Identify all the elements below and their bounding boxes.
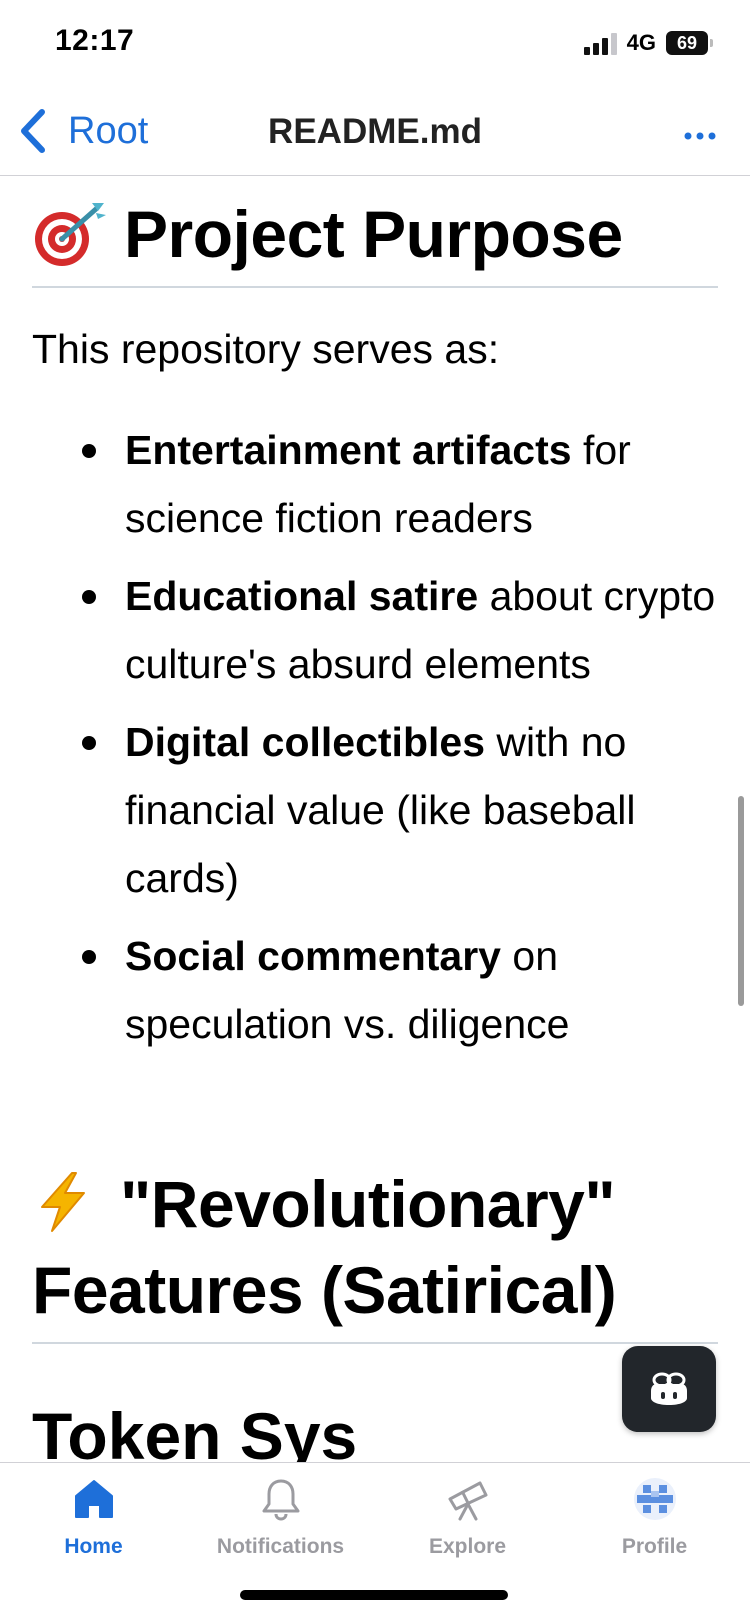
status-indicators: 4G 69 xyxy=(583,30,713,56)
battery-level: 69 xyxy=(676,32,698,53)
heading-divider xyxy=(32,1342,718,1344)
list-item: Social commentary on speculation vs. dil… xyxy=(0,922,750,1058)
list-item-bold: Entertainment artifacts xyxy=(125,427,572,473)
ellipsis-icon xyxy=(684,132,716,140)
status-time: 12:17 xyxy=(55,24,135,57)
list-item: Digital collectibles with no financial v… xyxy=(0,708,750,912)
bell-icon xyxy=(262,1479,299,1521)
purpose-list: Entertainment artifacts for science fict… xyxy=(0,416,750,1068)
list-item-bold: Social commentary xyxy=(125,933,501,979)
status-bar: 12:17 4G 69 xyxy=(0,0,750,90)
lightning-emoji-icon xyxy=(41,1172,85,1232)
home-indicator xyxy=(240,1590,508,1600)
target-emoji-icon xyxy=(35,203,106,266)
list-item-text: about crypto culture's absurd elements xyxy=(125,573,716,687)
section-heading-project-purpose: Project Purpose xyxy=(32,196,623,272)
tab-label: Home xyxy=(64,1535,123,1558)
list-item-text: for science fiction readers xyxy=(125,427,631,541)
signal-icon xyxy=(583,31,617,55)
readme-content[interactable]: Project Purpose This repository serves a… xyxy=(0,176,750,1462)
scrollbar[interactable] xyxy=(738,796,744,1006)
list-item-text: on speculation vs. diligence xyxy=(125,933,570,1047)
more-options-button[interactable] xyxy=(680,116,720,156)
list-item: Entertainment artifacts for science fict… xyxy=(0,416,750,552)
section-title-line1: "Revolutionary" xyxy=(120,1167,616,1241)
list-item: Educational satire about crypto culture'… xyxy=(0,562,750,698)
page-title: README.md xyxy=(268,112,482,151)
list-item-bold: Digital collectibles xyxy=(125,719,485,765)
back-label: Root xyxy=(68,109,149,152)
intro-paragraph: This repository serves as: xyxy=(32,326,500,372)
tab-notifications[interactable]: Notifications xyxy=(187,1477,374,1559)
copilot-button[interactable] xyxy=(622,1346,716,1432)
tab-label: Explore xyxy=(428,1535,507,1558)
tab-home[interactable]: Home xyxy=(0,1477,187,1559)
tab-label: Notifications xyxy=(216,1535,345,1558)
tab-explore[interactable]: Explore xyxy=(374,1477,561,1559)
section-title: Project Purpose xyxy=(124,197,623,271)
tab-profile[interactable]: Profile xyxy=(561,1477,748,1559)
heading-divider xyxy=(32,286,718,288)
navigation-bar: Root README.md xyxy=(0,90,750,176)
section-heading-partial: Token Sys xyxy=(32,1399,358,1462)
home-icon xyxy=(74,1480,113,1518)
battery-icon: 69 xyxy=(666,31,713,55)
list-item-text: with no financial value (like baseball c… xyxy=(125,719,636,901)
tab-label: Profile xyxy=(621,1535,688,1558)
telescope-icon xyxy=(448,1481,487,1521)
section-heading-features: "Revolutionary" Features (Satirical) xyxy=(32,1161,722,1333)
copilot-icon xyxy=(651,1372,687,1405)
list-item-bold: Educational satire xyxy=(125,573,479,619)
chevron-left-icon xyxy=(21,109,45,153)
section-title-line2: Features (Satirical) xyxy=(32,1253,617,1327)
network-type: 4G xyxy=(626,30,656,55)
avatar-icon xyxy=(633,1478,676,1520)
back-button[interactable]: Root xyxy=(18,108,148,154)
